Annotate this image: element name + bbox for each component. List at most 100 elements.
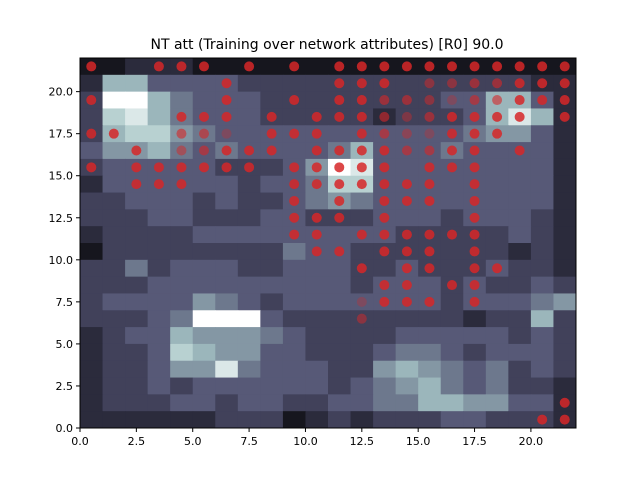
heatmap-cell: [305, 343, 329, 362]
scatter-point: [379, 162, 390, 173]
heatmap-cell: [237, 192, 261, 210]
heatmap-cell: [147, 74, 171, 93]
heatmap-cell: [530, 343, 554, 362]
heatmap-cell: [170, 243, 194, 261]
scatter-point: [311, 212, 322, 223]
heatmap-cell: [192, 192, 216, 210]
scatter-point: [424, 78, 435, 89]
heatmap-cell: [485, 209, 509, 227]
heatmap-cell: [282, 74, 306, 93]
scatter-point: [289, 61, 300, 72]
heatmap-cell: [237, 259, 261, 278]
heatmap-cell: [530, 158, 554, 177]
heatmap-cell: [215, 175, 239, 194]
heatmap-cell: [102, 158, 126, 177]
heatmap-cell: [125, 293, 149, 311]
scatter-point: [537, 78, 548, 89]
scatter-point: [131, 162, 142, 173]
heatmap-cell: [508, 310, 532, 328]
scatter-point: [356, 296, 367, 307]
heatmap-cell: [328, 276, 352, 294]
heatmap-cell: [305, 293, 329, 311]
heatmap-cell: [530, 125, 554, 143]
heatmap-cell: [170, 360, 194, 379]
heatmap-cell: [170, 192, 194, 210]
heatmap-cell: [147, 259, 171, 278]
heatmap-cell: [553, 192, 577, 210]
heatmap-cell: [530, 394, 554, 412]
heatmap-cell: [530, 327, 554, 345]
heatmap-cell: [305, 259, 329, 278]
heatmap-cell: [102, 108, 126, 126]
heatmap-cell: [328, 377, 352, 395]
scatter-point: [131, 145, 142, 156]
scatter-point: [537, 95, 548, 106]
heatmap-cell: [147, 394, 171, 412]
scatter-point: [356, 263, 367, 274]
heatmap-cell: [80, 259, 104, 278]
heatmap-cell: [80, 411, 104, 429]
scatter-point: [492, 95, 503, 106]
heatmap-cell: [530, 259, 554, 278]
heatmap-cell: [102, 243, 126, 261]
heatmap-cell: [508, 377, 532, 395]
scatter-point: [334, 212, 345, 223]
scatter-point: [356, 179, 367, 190]
heatmap-cell: [553, 276, 577, 294]
heatmap-cell: [80, 108, 104, 126]
heatmap-cell: [530, 175, 554, 194]
heatmap-cell: [282, 360, 306, 379]
heatmap-cell: [125, 327, 149, 345]
heatmap-cell: [282, 108, 306, 126]
scatter-point: [289, 128, 300, 139]
heatmap-cell: [328, 310, 352, 328]
scatter-point: [311, 246, 322, 257]
heatmap-cell: [553, 259, 577, 278]
scatter-point: [469, 280, 480, 291]
heatmap-cell: [102, 74, 126, 93]
heatmap-cell: [125, 58, 149, 76]
scatter-point: [401, 229, 412, 240]
heatmap-cell: [328, 293, 352, 311]
heatmap-cell: [215, 360, 239, 379]
heatmap-cell: [440, 377, 464, 395]
heatmap-cell: [192, 74, 216, 93]
heatmap-cells: [80, 58, 577, 429]
heatmap-cell: [192, 209, 216, 227]
heatmap-cell: [485, 377, 509, 395]
scatter-point: [221, 145, 232, 156]
scatter-point: [266, 111, 277, 122]
heatmap-cell: [147, 343, 171, 362]
scatter-point: [447, 229, 457, 240]
heatmap-cell: [328, 394, 352, 412]
heatmap-cell: [463, 411, 487, 429]
heatmap-cell: [147, 377, 171, 395]
scatter-point: [334, 246, 345, 257]
heatmap-cell: [350, 209, 374, 227]
scatter-point: [131, 179, 142, 190]
x-tick-label: 5.0: [184, 435, 202, 448]
scatter-point: [379, 179, 390, 190]
heatmap-cell: [350, 343, 374, 362]
heatmap-cell: [305, 310, 329, 328]
heatmap-cell: [192, 327, 216, 345]
scatter-point: [289, 229, 300, 240]
x-tick-label: 10.0: [293, 435, 318, 448]
heatmap-cell: [440, 360, 464, 379]
heatmap-cell: [530, 276, 554, 294]
scatter-point: [401, 296, 412, 307]
heatmap-cell: [102, 259, 126, 278]
heatmap-cell: [102, 175, 126, 194]
heatmap-cell: [192, 293, 216, 311]
heatmap-cell: [102, 360, 126, 379]
heatmap-cell: [102, 343, 126, 362]
scatter-point: [492, 78, 503, 89]
heatmap-cell: [485, 360, 509, 379]
heatmap-cell: [147, 142, 171, 160]
scatter-point: [447, 162, 457, 173]
scatter-point: [334, 61, 345, 72]
heatmap-cell: [530, 293, 554, 311]
scatter-point: [492, 61, 503, 72]
scatter-point: [311, 111, 322, 122]
